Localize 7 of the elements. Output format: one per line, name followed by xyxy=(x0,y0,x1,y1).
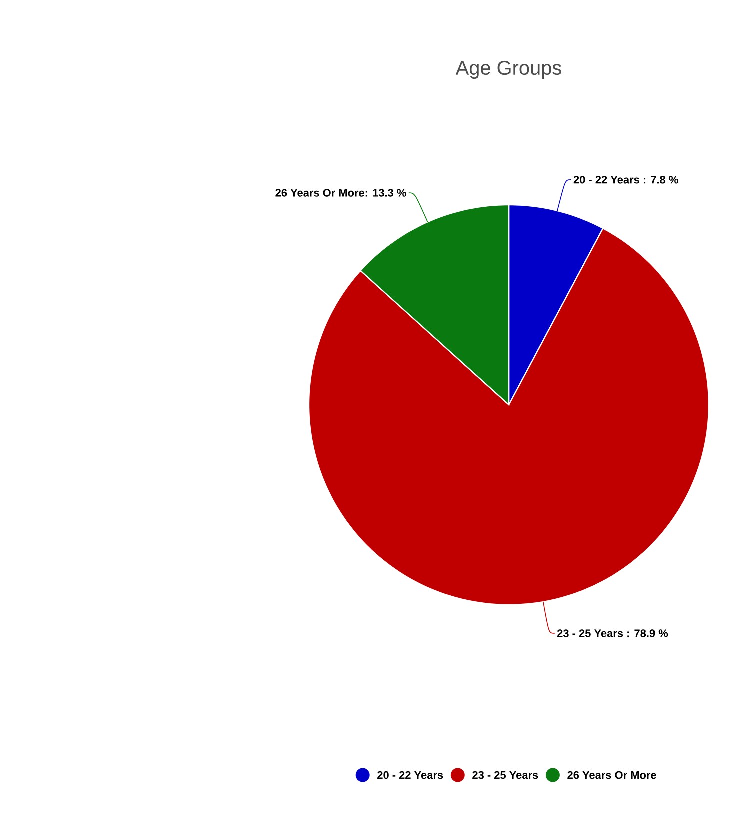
legend-label: 23 - 25 Years xyxy=(472,771,538,780)
chart-title: Age Groups xyxy=(456,60,562,80)
legend-label: 20 - 22 Years xyxy=(378,771,444,780)
legend-label: 26 Years Or More xyxy=(568,771,656,780)
data-label: 23 - 25 Years : 78.9 % xyxy=(557,630,668,638)
data-label: 20 - 22 Years : 7.8 % xyxy=(574,176,678,184)
data-label: 26 Years Or More: 13.3 % xyxy=(276,189,406,197)
